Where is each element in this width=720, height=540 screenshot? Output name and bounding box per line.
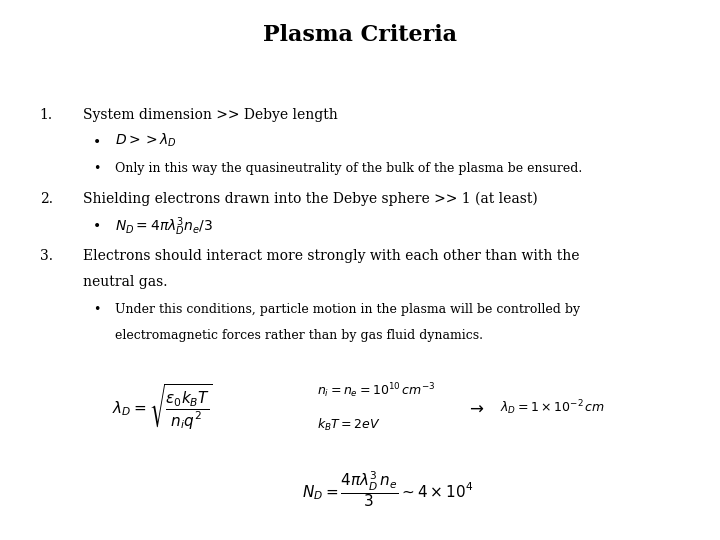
Text: 2.: 2. (40, 192, 53, 206)
Text: •: • (94, 162, 101, 175)
Text: 1.: 1. (40, 108, 53, 122)
Text: $\lambda_D = 1\times10^{-2}\,cm$: $\lambda_D = 1\times10^{-2}\,cm$ (500, 399, 606, 417)
Text: neutral gas.: neutral gas. (83, 275, 167, 289)
Text: electromagnetic forces rather than by gas fluid dynamics.: electromagnetic forces rather than by ga… (115, 329, 483, 342)
Text: $N_D = \dfrac{4\pi\lambda_D^{3}\,n_e}{3} \sim 4\times10^4$: $N_D = \dfrac{4\pi\lambda_D^{3}\,n_e}{3}… (302, 469, 474, 509)
Text: $k_B T = 2eV$: $k_B T = 2eV$ (317, 417, 380, 433)
Text: $D >> \lambda_D$: $D >> \lambda_D$ (115, 132, 177, 149)
Text: 3.: 3. (40, 249, 53, 264)
Text: $\rightarrow$: $\rightarrow$ (466, 399, 485, 417)
Text: $n_i = n_e = 10^{10}\,cm^{-3}$: $n_i = n_e = 10^{10}\,cm^{-3}$ (317, 381, 435, 400)
Text: Electrons should interact more strongly with each other than with the: Electrons should interact more strongly … (83, 249, 580, 264)
Text: •: • (93, 220, 102, 234)
Text: •: • (94, 303, 101, 316)
Text: Shielding electrons drawn into the Debye sphere >> 1 (at least): Shielding electrons drawn into the Debye… (83, 192, 538, 206)
Text: Plasma Criteria: Plasma Criteria (263, 24, 457, 46)
Text: System dimension >> Debye length: System dimension >> Debye length (83, 108, 338, 122)
Text: $N_D = 4\pi\lambda_D^{3}n_e/3$: $N_D = 4\pi\lambda_D^{3}n_e/3$ (115, 215, 213, 238)
Text: Only in this way the quasineutrality of the bulk of the plasma be ensured.: Only in this way the quasineutrality of … (115, 162, 582, 175)
Text: Under this conditions, particle motion in the plasma will be controlled by: Under this conditions, particle motion i… (115, 303, 580, 316)
Text: $\lambda_D = \sqrt{\dfrac{\varepsilon_0 k_B T}{n_i q^2}}$: $\lambda_D = \sqrt{\dfrac{\varepsilon_0 … (112, 383, 212, 433)
Text: •: • (93, 136, 102, 150)
